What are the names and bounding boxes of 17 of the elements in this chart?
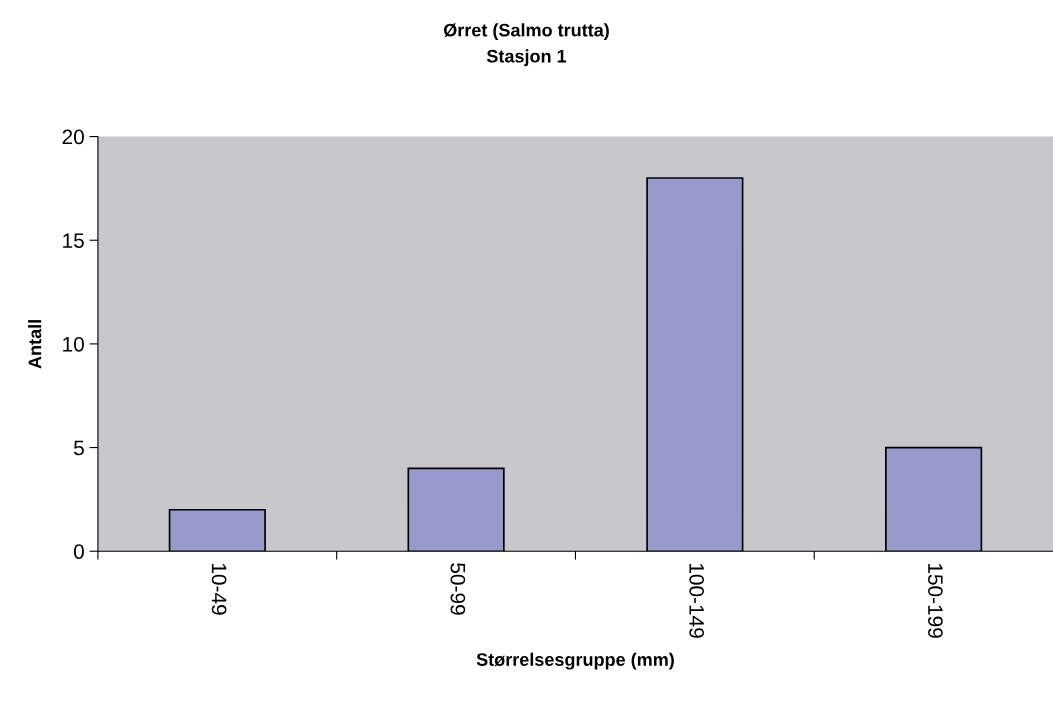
- x-axis-title: Størrelsesgruppe (mm): [476, 652, 674, 670]
- y-tick-label: 20: [62, 129, 84, 145]
- y-tick-label: 0: [73, 544, 84, 559]
- bar: [168, 508, 266, 552]
- bar: [885, 446, 983, 552]
- x-tick-label: 50-99: [450, 563, 466, 615]
- x-tick-label: 100-149: [689, 563, 705, 638]
- chart-subtitle: Stasjon 1: [486, 49, 567, 67]
- chart-title: Ørret (Salmo trutta): [443, 23, 609, 41]
- bar: [646, 177, 744, 552]
- y-axis-title: Antall: [28, 320, 42, 369]
- x-tick-label: 10-49: [211, 563, 227, 615]
- x-tick-label: 150-199: [928, 563, 943, 638]
- y-tick-label: 15: [63, 233, 84, 248]
- bar: [407, 467, 505, 552]
- y-tick-label: 5: [73, 440, 84, 456]
- y-tick-label: 10: [63, 336, 84, 352]
